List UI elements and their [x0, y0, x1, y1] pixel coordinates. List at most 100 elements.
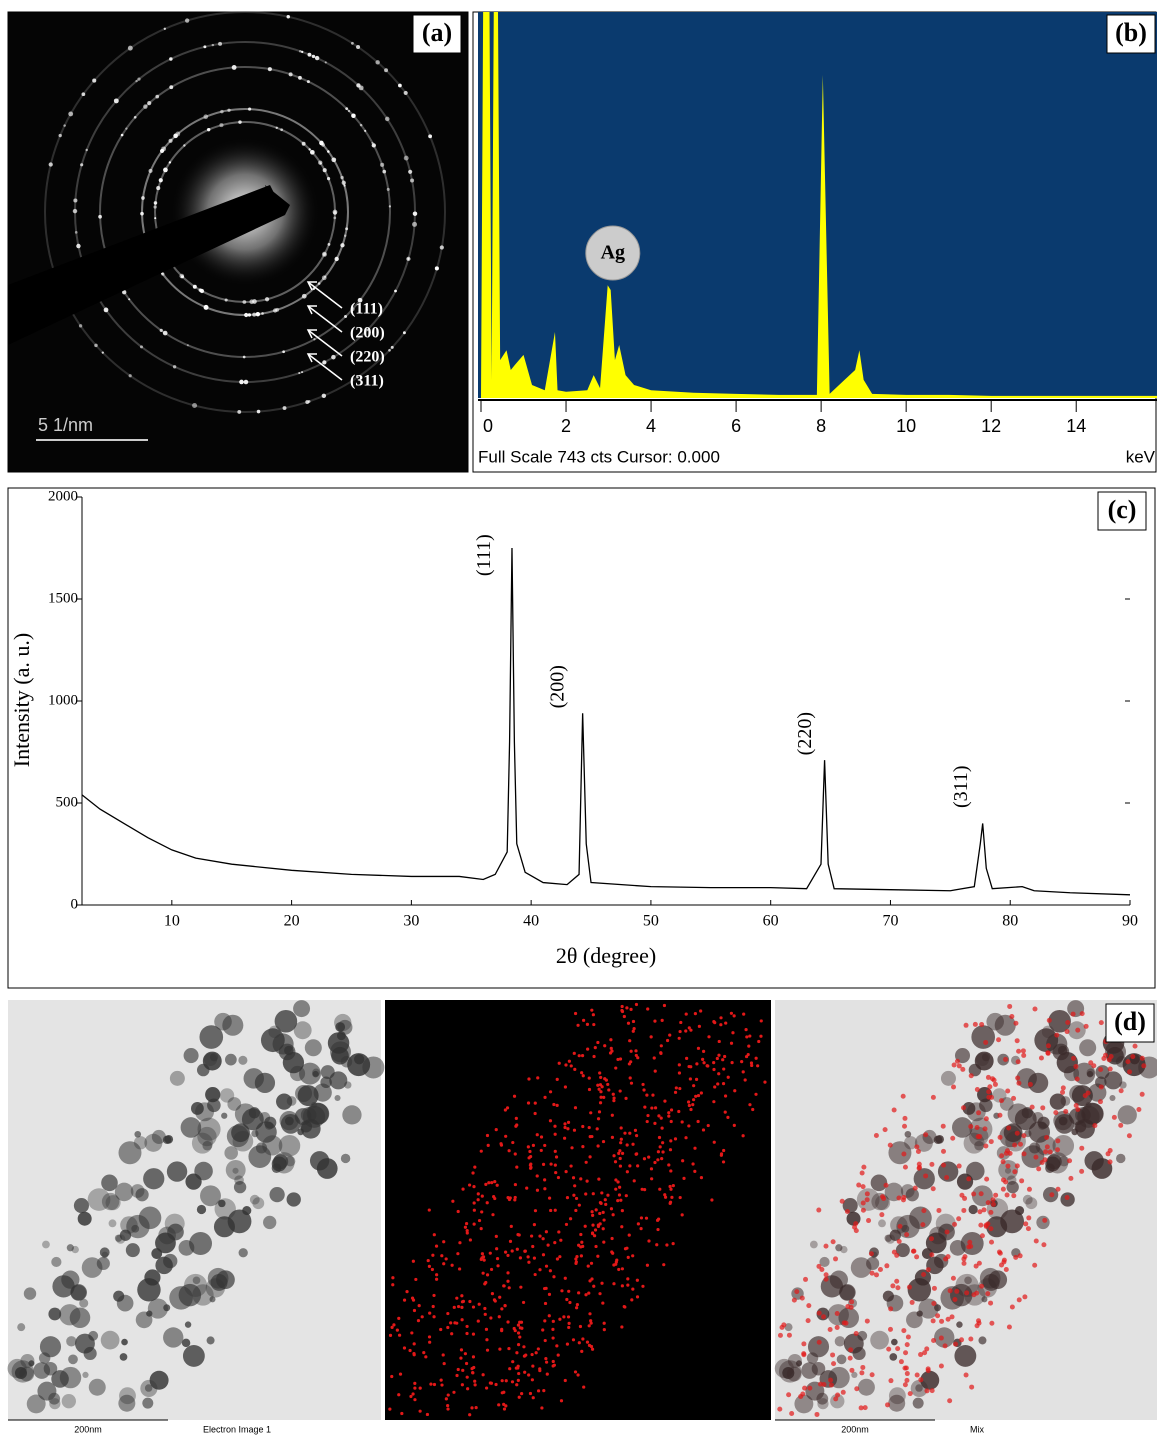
spot — [439, 245, 444, 250]
ag-signal — [506, 1279, 510, 1283]
ag-signal — [600, 1281, 604, 1285]
ag-signal — [536, 1076, 540, 1080]
particle — [197, 1126, 217, 1147]
ag-signal — [450, 1332, 454, 1336]
ag-signal — [904, 1377, 910, 1383]
spot — [403, 90, 408, 96]
ag-signal — [518, 1335, 522, 1339]
ag-signal — [596, 1223, 600, 1227]
ag-signal — [531, 1364, 535, 1368]
ag-signal — [1111, 1114, 1117, 1120]
ag-signal — [1141, 1063, 1147, 1069]
scale-bar-label: 5 1/nm — [38, 415, 93, 435]
ag-signal — [636, 1164, 640, 1168]
spot — [159, 328, 163, 332]
ag-signal — [544, 1357, 548, 1361]
ag-signal — [901, 1151, 907, 1157]
x-tick-label: 50 — [643, 913, 659, 930]
particle — [840, 1245, 848, 1254]
particle — [969, 1117, 993, 1141]
spot — [206, 127, 211, 132]
ag-signal — [656, 1158, 660, 1162]
ag-signal — [659, 1116, 663, 1120]
x-tick-label: 20 — [284, 913, 300, 930]
ag-signal — [498, 1347, 502, 1351]
ag-signal — [730, 1060, 734, 1065]
ag-signal — [390, 1374, 394, 1379]
ag-signal — [391, 1283, 395, 1287]
ag-signal — [432, 1315, 436, 1319]
spot — [356, 45, 361, 50]
ag-signal — [696, 1046, 701, 1050]
ag-signal — [661, 1141, 665, 1145]
particle — [66, 1244, 74, 1252]
particle — [194, 1161, 213, 1181]
spot — [162, 330, 168, 336]
ag-signal — [616, 1057, 620, 1062]
ag-signal — [609, 1207, 614, 1211]
ag-signal — [1063, 1109, 1069, 1115]
particle — [180, 1117, 202, 1138]
ag-signal — [587, 1343, 592, 1347]
particle — [1084, 1151, 1104, 1171]
ag-signal — [1074, 1076, 1080, 1082]
y-axis-label: Intensity (a. u.) — [9, 633, 34, 767]
spot — [128, 298, 131, 301]
ag-signal — [602, 1327, 606, 1332]
ag-signal — [397, 1393, 401, 1397]
ag-signal — [598, 1071, 602, 1075]
ag-signal — [429, 1382, 433, 1386]
ag-signal — [409, 1394, 413, 1399]
ag-signal — [1021, 1151, 1027, 1157]
ag-signal — [954, 1288, 960, 1294]
ag-signal — [1032, 1006, 1038, 1012]
spot — [247, 313, 252, 317]
ag-signal — [721, 1058, 725, 1062]
ag-signal — [963, 1372, 969, 1378]
ag-signal — [612, 1099, 616, 1103]
ag-signal — [986, 1089, 992, 1095]
ag-signal — [985, 1200, 991, 1206]
ag-signal — [1103, 1052, 1109, 1058]
ag-signal — [723, 1110, 727, 1114]
spot — [326, 177, 331, 181]
ag-signal — [988, 1139, 994, 1145]
ag-signal — [726, 1075, 730, 1079]
particle — [786, 1366, 802, 1382]
ag-signal — [741, 1134, 745, 1138]
y-tick-label: 0 — [71, 896, 79, 912]
spot — [244, 312, 249, 318]
ag-signal — [724, 1021, 728, 1025]
ag-signal — [978, 1222, 984, 1228]
ag-signal — [427, 1335, 432, 1339]
ag-signal — [583, 1224, 587, 1228]
ag-signal — [444, 1397, 448, 1401]
ag-signal — [853, 1221, 859, 1227]
ag-signal — [1009, 1014, 1015, 1020]
ag-signal — [956, 1163, 962, 1169]
spot — [323, 275, 327, 278]
ag-signal — [667, 1114, 671, 1118]
spot — [345, 107, 349, 111]
ag-signal — [903, 1350, 909, 1356]
ag-signal — [578, 1324, 583, 1329]
ag-signal — [692, 1084, 696, 1088]
ag-signal — [618, 1156, 622, 1161]
ag-signal — [1136, 1107, 1142, 1113]
ag-signal — [717, 1072, 721, 1076]
ag-signal — [602, 1095, 606, 1099]
ag-signal — [912, 1185, 918, 1191]
particle — [17, 1323, 26, 1332]
beam-stopper-tip — [265, 185, 290, 215]
particle — [900, 1184, 915, 1198]
ag-signal — [596, 1040, 600, 1045]
ag-signal — [585, 1340, 590, 1344]
particle — [1104, 1071, 1123, 1090]
ag-signal — [886, 1346, 892, 1352]
spot — [163, 27, 166, 30]
ag-signal — [414, 1277, 418, 1282]
spot — [261, 312, 264, 315]
ag-signal — [515, 1383, 519, 1387]
spot — [141, 196, 145, 200]
particle — [1109, 1094, 1116, 1102]
